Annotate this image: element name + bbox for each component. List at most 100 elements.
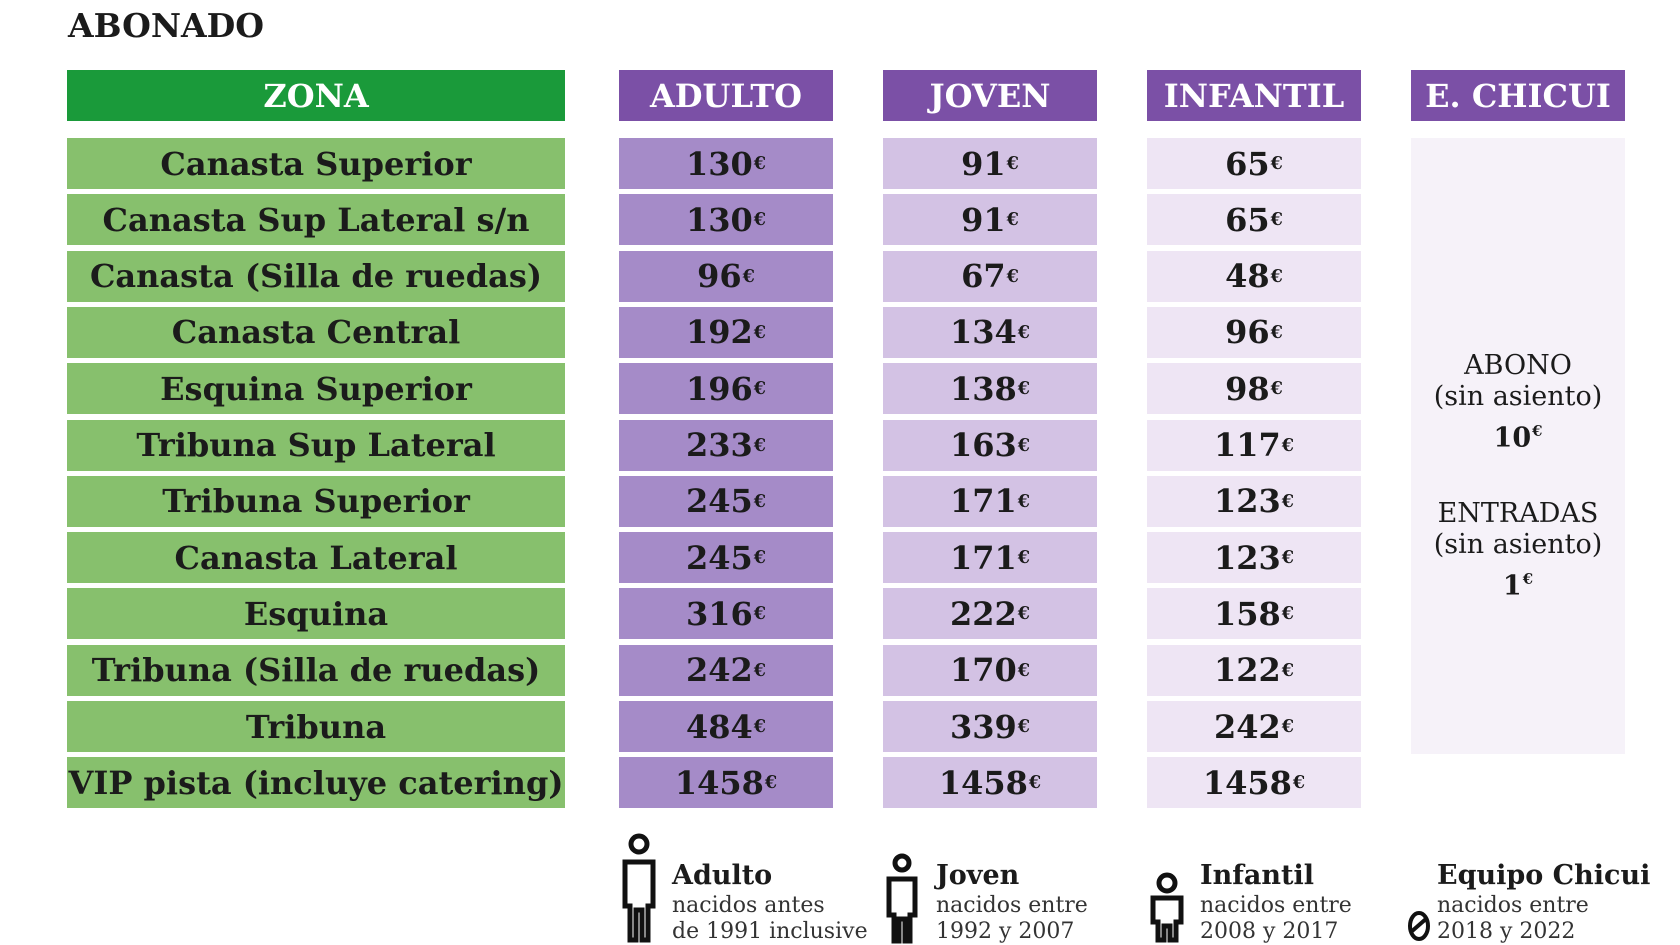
price-cell: 171 € (883, 475, 1097, 527)
currency: € (1270, 321, 1283, 343)
price-cell: 163 € (883, 419, 1097, 471)
zone-cell: Tribuna Superior (67, 475, 565, 527)
currency: € (753, 659, 767, 681)
price-cell: 170 € (883, 644, 1097, 696)
zone-cell: Canasta Superior (67, 138, 565, 189)
currency: € (753, 716, 767, 737)
price-cell: 96 € (619, 250, 833, 302)
price-cell: 484 € (619, 701, 833, 752)
zone-cell: Esquina (67, 588, 565, 640)
price-cell: 222 € (883, 588, 1097, 640)
currency: € (753, 603, 767, 625)
currency: € (753, 209, 767, 231)
currency: € (1017, 378, 1031, 400)
icon-baby (1408, 911, 1430, 941)
currency: € (1281, 659, 1295, 681)
currency: € (1281, 547, 1295, 569)
price-cell: 91 € (883, 194, 1097, 246)
currency: € (1281, 603, 1295, 625)
currency: € (1270, 265, 1283, 287)
currency: € (1028, 772, 1042, 794)
legend-title: Joven (936, 860, 1020, 891)
legend-line: 2008 y 2017 (1200, 919, 1339, 944)
icon-young (886, 853, 918, 944)
price-cell: 98 € (1147, 363, 1361, 415)
price-cell: 138 € (883, 363, 1097, 415)
legend-title: Adulto (672, 860, 773, 891)
currency: € (1532, 422, 1543, 440)
zone-cell: Tribuna (Silla de ruedas) (67, 644, 565, 696)
currency: € (1017, 659, 1031, 681)
price-cell: 245 € (619, 532, 833, 584)
legend-line: de 1991 inclusive (672, 919, 868, 944)
currency: € (1017, 490, 1031, 512)
zone-cell: Canasta Sup Lateral s/n (67, 194, 565, 246)
chicui-note: (sin asiento) (1433, 529, 1603, 560)
currency: € (753, 321, 767, 343)
currency: € (1017, 716, 1031, 737)
chicui-price: 10€ (1493, 422, 1543, 454)
price-cell: 242 € (1147, 701, 1361, 752)
currency: € (1006, 265, 1019, 287)
price-cell: 1458 € (619, 757, 833, 809)
price-cell: 134 € (883, 306, 1097, 358)
column-header: JOVEN (883, 70, 1097, 121)
price-cell: 65 € (1147, 194, 1361, 246)
zone-cell: Esquina Superior (67, 363, 565, 415)
currency: € (1006, 153, 1019, 174)
price-cell: 196 € (619, 363, 833, 415)
legend-line: nacidos entre (1437, 893, 1589, 918)
price-cell: 233 € (619, 419, 833, 471)
zone-cell: Tribuna Sup Lateral (67, 419, 565, 471)
currency: € (753, 153, 767, 174)
price-cell: 242 € (619, 644, 833, 696)
currency: € (1017, 434, 1031, 456)
price-cell: 123 € (1147, 475, 1361, 527)
column-header: INFANTIL (1147, 70, 1361, 121)
currency: € (753, 490, 767, 512)
currency: € (753, 547, 767, 569)
currency: € (1270, 153, 1283, 174)
currency: € (1281, 716, 1295, 737)
price-cell: 130 € (619, 138, 833, 189)
currency: € (1292, 772, 1306, 794)
price-cell: 91 € (883, 138, 1097, 189)
price-cell: 316 € (619, 588, 833, 640)
legend-title: Infantil (1200, 860, 1314, 891)
price-cell: 96 € (1147, 306, 1361, 358)
price-cell: 192 € (619, 306, 833, 358)
legend-line: nacidos entre (1200, 893, 1352, 918)
title: ABONADO (68, 6, 264, 45)
chicui-price: 1€ (1502, 570, 1534, 602)
chicui-note: (sin asiento) (1433, 381, 1603, 412)
zone-cell: Canasta (Silla de ruedas) (67, 250, 565, 302)
price-cell: 67 € (883, 250, 1097, 302)
legend-line: 1992 y 2007 (936, 919, 1075, 944)
price-cell: 130 € (619, 194, 833, 246)
currency: € (1017, 547, 1031, 569)
zone-cell: VIP pista (incluye catering) (67, 757, 565, 809)
currency: € (742, 265, 755, 287)
column-header: E. CHICUI (1411, 70, 1625, 121)
price-cell: 245 € (619, 475, 833, 527)
legend-line: 2018 y 2022 (1437, 919, 1576, 944)
price-cell: 65 € (1147, 138, 1361, 189)
price-cell: 117 € (1147, 419, 1361, 471)
currency: € (1522, 570, 1534, 588)
currency: € (753, 434, 767, 456)
price-cell: 1458 € (883, 757, 1097, 809)
price-cell: 171 € (883, 532, 1097, 584)
currency: € (1006, 209, 1019, 231)
price-cell: 48 € (1147, 250, 1361, 302)
price-cell: 158 € (1147, 588, 1361, 640)
icon-adult (622, 833, 656, 943)
price-cell: 122 € (1147, 644, 1361, 696)
chicui-panel (1411, 138, 1625, 754)
currency: € (1270, 378, 1283, 400)
price-cell: 1458 € (1147, 757, 1361, 809)
zone-cell: Tribuna (67, 701, 565, 752)
currency: € (764, 772, 778, 794)
currency: € (1281, 490, 1295, 512)
zone-cell: Canasta Central (67, 306, 565, 358)
legend-line: nacidos antes (672, 893, 825, 918)
